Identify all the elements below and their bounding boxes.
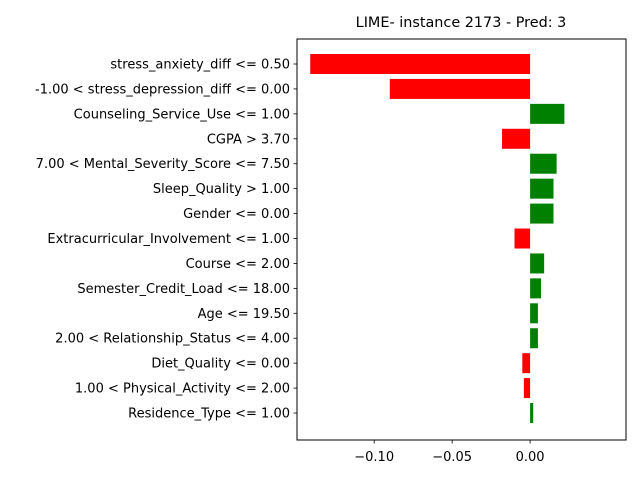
bar-cgpa-3-70 xyxy=(502,128,531,149)
x-tick-label: −0.10 xyxy=(354,450,394,465)
x-axis-ticks: −0.10 −0.05 0.00 xyxy=(354,440,545,465)
bar-1-00-stress-depression-diff-0-00 xyxy=(389,78,531,99)
y-tick-labels: stress_anxiety_diff <= 0.50 -1.00 < stres… xyxy=(35,58,297,422)
y-tick-label: 7.00 < Mental_Severity_Score <= 7.50 xyxy=(36,157,290,172)
y-tick-label: Semester_Credit_Load <= 18.00 xyxy=(77,282,290,297)
bars-layer xyxy=(310,54,565,424)
y-tick-label: Sleep_Quality > 1.00 xyxy=(153,182,290,197)
bar-course-2-00 xyxy=(530,253,545,274)
y-tick-label: 2.00 < Relationship_Status <= 4.00 xyxy=(55,332,290,347)
bar-diet-quality-0-00 xyxy=(522,353,531,374)
bar-age-19-50 xyxy=(530,303,538,324)
bar-2-00-relationship-status-4-00 xyxy=(530,328,538,349)
bar-7-00-mental-severity-score-7-50 xyxy=(530,153,557,174)
plot-area-frame xyxy=(296,38,627,441)
chart-title: LIME- instance 2173 - Pred: 3 xyxy=(356,15,567,31)
bar-residence-type-1-00 xyxy=(530,403,534,424)
bar-stress-anxiety-diff-0-50 xyxy=(310,54,531,74)
bar-counseling-service-use-1-00 xyxy=(530,103,565,124)
y-tick-label: Age <= 19.50 xyxy=(198,307,290,322)
x-tick-label: −0.05 xyxy=(432,450,472,465)
y-tick-label: stress_anxiety_diff <= 0.50 xyxy=(110,58,290,73)
y-tick-label: Extracurricular_Involvement <= 1.00 xyxy=(47,232,290,247)
y-tick-label: Course <= 2.00 xyxy=(186,257,290,272)
bar-semester-credit-load-18-00 xyxy=(530,278,542,299)
bar-extracurricular-involvement-1-00 xyxy=(514,228,531,249)
y-tick-label: 1.00 < Physical_Activity <= 2.00 xyxy=(75,382,290,397)
bar-1-00-physical-activity-2-00 xyxy=(523,378,531,399)
y-tick-label: Diet_Quality <= 0.00 xyxy=(151,357,290,372)
bar-sleep-quality-1-00 xyxy=(530,178,554,199)
y-tick-label: Gender <= 0.00 xyxy=(183,207,290,222)
y-tick-label: Residence_Type <= 1.00 xyxy=(128,407,290,422)
y-tick-label: -1.00 < stress_depression_diff <= 0.00 xyxy=(35,82,290,97)
x-tick-label: 0.00 xyxy=(516,450,545,465)
bar-gender-0-00 xyxy=(530,203,554,224)
y-tick-label: CGPA > 3.70 xyxy=(207,132,290,147)
y-tick-label: Counseling_Service_Use <= 1.00 xyxy=(74,107,290,122)
